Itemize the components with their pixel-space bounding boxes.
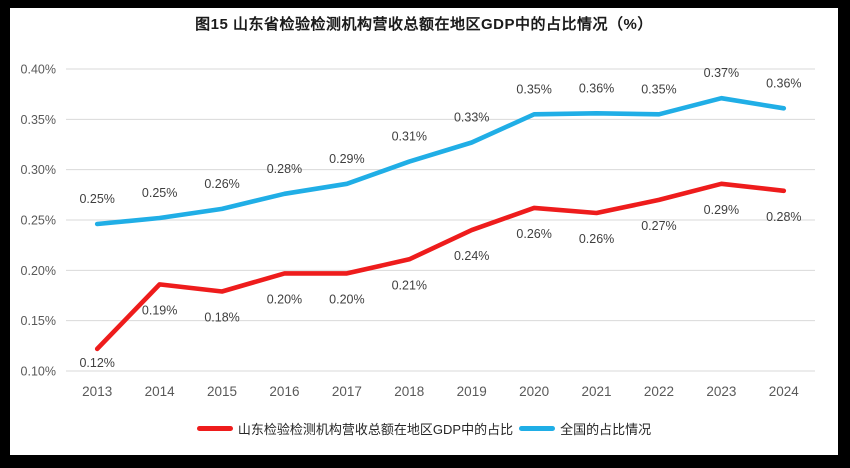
data-label-national: 0.36% — [579, 81, 614, 95]
legend-label-national: 全国的占比情况 — [560, 422, 652, 437]
data-label-national: 0.33% — [454, 110, 489, 124]
data-label-shandong: 0.12% — [79, 356, 114, 370]
y-axis-tick-label: 0.15% — [21, 314, 56, 328]
chart-legend: 山东检验检测机构营收总额在地区GDP中的占比 全国的占比情况 — [10, 419, 838, 438]
y-axis-tick-label: 0.20% — [21, 264, 56, 278]
data-label-shandong: 0.26% — [516, 227, 551, 241]
data-label-shandong: 0.28% — [766, 210, 801, 224]
y-axis-tick-label: 0.40% — [21, 63, 56, 77]
x-axis-tick-label: 2018 — [394, 384, 424, 399]
x-axis-tick-label: 2021 — [582, 384, 612, 399]
x-axis-tick-label: 2013 — [82, 384, 112, 399]
data-label-shandong: 0.18% — [204, 310, 239, 324]
x-axis-tick-label: 2014 — [145, 384, 176, 399]
data-label-shandong: 0.29% — [704, 203, 739, 217]
chart-title: 图15 山东省检验检测机构营收总额在地区GDP中的占比情况（%） — [195, 16, 653, 33]
data-label-national: 0.35% — [641, 82, 676, 96]
data-label-shandong: 0.21% — [392, 278, 427, 292]
chart-plot-area: 0.10% 0.15% 0.20% 0.25% 0.30% 0.35% 0.40% 2013 2… — [21, 63, 815, 399]
x-axis-tick-label: 2017 — [332, 384, 362, 399]
data-label-shandong: 0.27% — [641, 219, 676, 233]
legend-swatch-shandong-icon — [196, 426, 233, 431]
y-axis-tick-label: 0.30% — [21, 163, 56, 177]
data-label-national: 0.26% — [204, 177, 239, 191]
x-axis-tick-label: 2020 — [519, 384, 549, 399]
y-axis-tick-label: 0.10% — [21, 365, 56, 379]
data-label-shandong: 0.20% — [329, 292, 364, 306]
data-label-national: 0.37% — [704, 66, 739, 80]
data-label-national: 0.35% — [516, 82, 551, 96]
data-label-shandong: 0.26% — [579, 232, 614, 246]
legend-swatch-national-icon — [519, 426, 556, 431]
x-axis-tick-label: 2015 — [207, 384, 237, 399]
data-label-shandong: 0.19% — [142, 303, 177, 317]
legend-label-shandong: 山东检验检测机构营收总额在地区GDP中的占比 — [237, 422, 514, 437]
series-line-shandong — [94, 181, 787, 352]
x-axis-tick-label: 2022 — [644, 384, 674, 399]
data-label-national: 0.25% — [142, 186, 177, 200]
data-label-national: 0.29% — [329, 152, 364, 166]
y-axis-tick-label: 0.25% — [21, 214, 56, 228]
x-axis-tick-label: 2019 — [457, 384, 487, 399]
y-axis-tick-label: 0.35% — [21, 113, 56, 127]
data-label-shandong: 0.24% — [454, 249, 489, 263]
legend-item-shandong: 山东检验检测机构营收总额在地区GDP中的占比 — [196, 419, 514, 438]
x-axis-tick-label: 2016 — [269, 384, 299, 399]
x-axis-tick-label: 2023 — [706, 384, 736, 399]
series-line-national — [94, 95, 787, 227]
x-axis-tick-label: 2024 — [769, 384, 800, 399]
data-label-national: 0.31% — [392, 130, 427, 144]
legend-item-national: 全国的占比情况 — [519, 419, 651, 438]
data-label-national: 0.28% — [267, 162, 302, 176]
data-label-national: 0.36% — [766, 76, 801, 90]
data-label-shandong: 0.20% — [267, 292, 302, 306]
data-label-national: 0.25% — [79, 192, 114, 206]
